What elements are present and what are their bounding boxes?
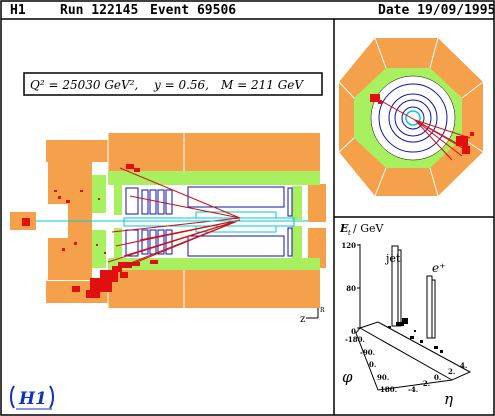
lego-z-tick-80: 80 — [346, 284, 356, 293]
radial-view — [338, 37, 484, 197]
eta-tick-2: 0. — [434, 373, 441, 382]
eta-tick-4: 4. — [460, 361, 467, 370]
jet-label: jet — [384, 252, 401, 265]
lego-z-tick-0: 0 — [351, 327, 356, 336]
run-label: Run 122145 — [60, 3, 139, 18]
phi-tick-0: -180. — [345, 335, 365, 344]
event-label: Event 69506 — [150, 3, 237, 18]
central-tracker — [123, 211, 295, 233]
phi-tick-1: -90. — [360, 348, 375, 357]
lego-plot: E t / GeV 120 80 0 — [339, 222, 472, 408]
eta-tick-1: -2. — [420, 379, 430, 388]
logo-text: H1 — [18, 389, 47, 409]
z-axis-indicator: z R — [300, 307, 325, 325]
tracking-chambers — [125, 186, 293, 257]
date-label: Date 19/09/1995 — [378, 3, 495, 18]
phi-tick-2: 0. — [369, 360, 376, 369]
eta-tick-3: 2. — [448, 367, 455, 376]
lego-title-symbol: E — [339, 222, 349, 235]
outer-calorimeter — [10, 133, 326, 308]
side-view: z R — [10, 133, 326, 325]
eta-tick-0: -4. — [408, 385, 418, 394]
y-text: y = 0.56, — [153, 78, 209, 92]
kinematics-box: Q² = 25030 GeV², y = 0.56, M = 211 GeV — [23, 72, 323, 96]
eta-axis-label: η — [444, 390, 453, 408]
inner-calorimeter — [92, 171, 320, 270]
z-axis-sub: R — [320, 307, 325, 314]
experiment-label: H1 — [10, 3, 26, 18]
phi-tick-4: 180. — [380, 385, 397, 394]
q2-text: Q² = 25030 GeV², — [30, 78, 138, 92]
h1-logo: H1 — [10, 385, 54, 410]
z-axis-label: z — [300, 314, 305, 325]
lego-title-sub: t — [348, 229, 351, 237]
phi-tick-3: 90. — [377, 373, 389, 382]
mass-text: M = 211 GeV — [220, 78, 304, 92]
lego-title-unit: / GeV — [353, 222, 384, 235]
electron-label: e⁺ — [432, 261, 445, 275]
phi-axis-label: φ — [342, 368, 353, 386]
particle-tracks — [107, 167, 241, 269]
lego-z-tick-120: 120 — [341, 241, 356, 250]
energy-deposits — [22, 164, 158, 298]
